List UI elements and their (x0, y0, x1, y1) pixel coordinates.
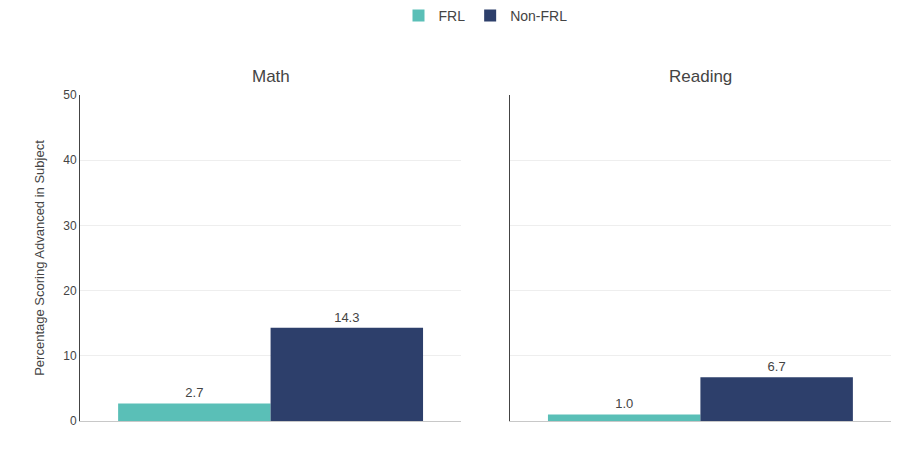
svg-text:Percentage Scoring Advanced in: Percentage Scoring Advanced in Subject (32, 140, 47, 376)
svg-text:Non-FRL: Non-FRL (510, 8, 567, 24)
svg-text:6.7: 6.7 (768, 359, 786, 374)
svg-text:20: 20 (63, 284, 77, 298)
svg-text:FRL: FRL (439, 8, 466, 24)
svg-text:1.0: 1.0 (615, 396, 633, 411)
svg-text:0: 0 (70, 414, 77, 428)
svg-text:10: 10 (63, 349, 77, 363)
svg-text:Math: Math (252, 67, 290, 86)
svg-text:50: 50 (63, 88, 77, 102)
svg-text:30: 30 (63, 219, 77, 233)
svg-text:2.7: 2.7 (185, 385, 203, 400)
svg-text:Reading: Reading (669, 67, 732, 86)
svg-text:14.3: 14.3 (334, 310, 359, 325)
svg-text:40: 40 (63, 153, 77, 167)
